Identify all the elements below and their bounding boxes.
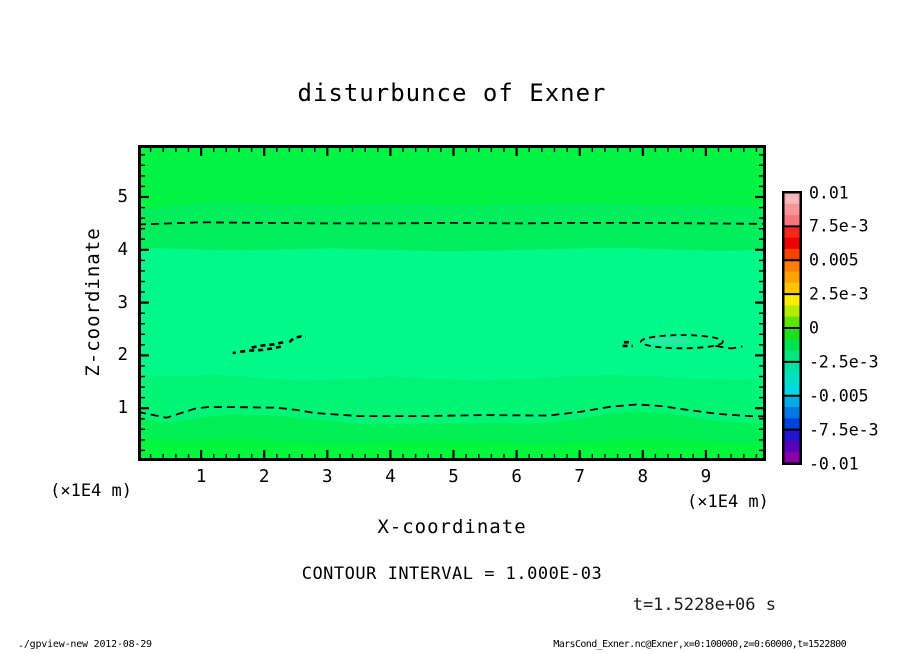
y-axis-unit-label: (×1E4 m) (50, 481, 132, 501)
dashed-contour-fragment (240, 345, 283, 353)
colorbar-band (783, 248, 801, 261)
contour-highlight (646, 337, 692, 346)
x-tick-label: 9 (700, 467, 712, 487)
contour-interval-text: CONTOUR INTERVAL = 1.000E-03 (301, 564, 603, 584)
colorbar-band (783, 305, 801, 318)
plot-title: disturbunce of Exner (297, 79, 607, 107)
dashed-contour-fragment (288, 335, 307, 344)
x-tick-label: 5 (448, 467, 459, 487)
colorbar-band (783, 271, 801, 284)
y-tick-label: 4 (117, 239, 128, 260)
y-tick-label: 5 (117, 187, 128, 207)
colorbar-canvas (782, 191, 802, 465)
colorbar-band (783, 339, 801, 351)
x-axis-unit-label: (×1E4 m) (687, 492, 769, 512)
colorbar-label: 0 (809, 318, 819, 338)
colorbar-label: -0.005 (809, 386, 869, 406)
colorbar-label: 7.5e-3 (809, 216, 869, 236)
colorbar-band (783, 429, 801, 442)
colorbar-band (783, 260, 801, 272)
x-tick-label: 2 (258, 467, 270, 487)
colorbar-label: -2.5e-3 (809, 352, 879, 372)
colorbar-band (783, 226, 801, 239)
dashed-contour-oval (640, 334, 724, 350)
colorbar-label: 0.01 (809, 183, 849, 202)
colorbar-band (783, 418, 801, 431)
dashed-contour-line (138, 403, 766, 419)
colorbar-band (783, 350, 801, 363)
colorbar-band (783, 192, 801, 205)
y-axis-label: Z-coordinate (82, 227, 104, 377)
x-tick-label: 1 (195, 467, 207, 487)
colorbar-band (783, 316, 801, 329)
colorbar-label: -0.01 (809, 454, 859, 473)
colorbar-band (783, 237, 801, 250)
dashed-contour-fragment (251, 340, 286, 349)
y-tick-label: 1 (117, 398, 128, 419)
colorbar-band (783, 328, 801, 340)
colorbar-band (783, 440, 801, 453)
colorbar-band (783, 215, 801, 227)
x-axis-label: X-coordinate (377, 516, 527, 538)
colorbar (782, 191, 802, 465)
colorbar-frame (782, 191, 802, 465)
colorbar-band (783, 203, 801, 216)
colorbar-band (783, 395, 801, 408)
colorbar-band (783, 452, 801, 464)
y-tick-label: 3 (117, 292, 128, 313)
colorbar-label: -7.5e-3 (809, 420, 879, 440)
colorbar-band (783, 361, 801, 374)
dashed-contour-line (138, 221, 766, 226)
field-band (138, 438, 766, 461)
plot-area (138, 145, 766, 461)
x-tick-label: 3 (322, 467, 333, 487)
dashed-contour-line (715, 345, 743, 350)
colorbar-label: 0.005 (809, 250, 859, 270)
x-tick-label: 4 (385, 467, 396, 487)
colorbar-label: 2.5e-3 (809, 284, 869, 304)
colorbar-band (783, 282, 801, 295)
x-tick-label: 8 (637, 467, 649, 487)
x-tick-label: 6 (511, 467, 522, 487)
footer-program-text: ./gpview-new 2012-08-29 (18, 639, 152, 650)
colorbar-band (783, 294, 801, 306)
y-tick-label: 2 (117, 345, 128, 366)
x-tick-label: 7 (574, 467, 585, 487)
contour-plot-canvas (138, 145, 766, 461)
colorbar-band (783, 384, 801, 397)
time-stamp-text: t=1.5228e+06 s (632, 595, 776, 615)
colorbar-band (783, 373, 801, 385)
plot-frame (138, 145, 766, 461)
footer-datasource-text: MarsCond_Exner.nc@Exner,x=0:100000,z=0:6… (553, 639, 846, 650)
colorbar-band (783, 407, 801, 419)
